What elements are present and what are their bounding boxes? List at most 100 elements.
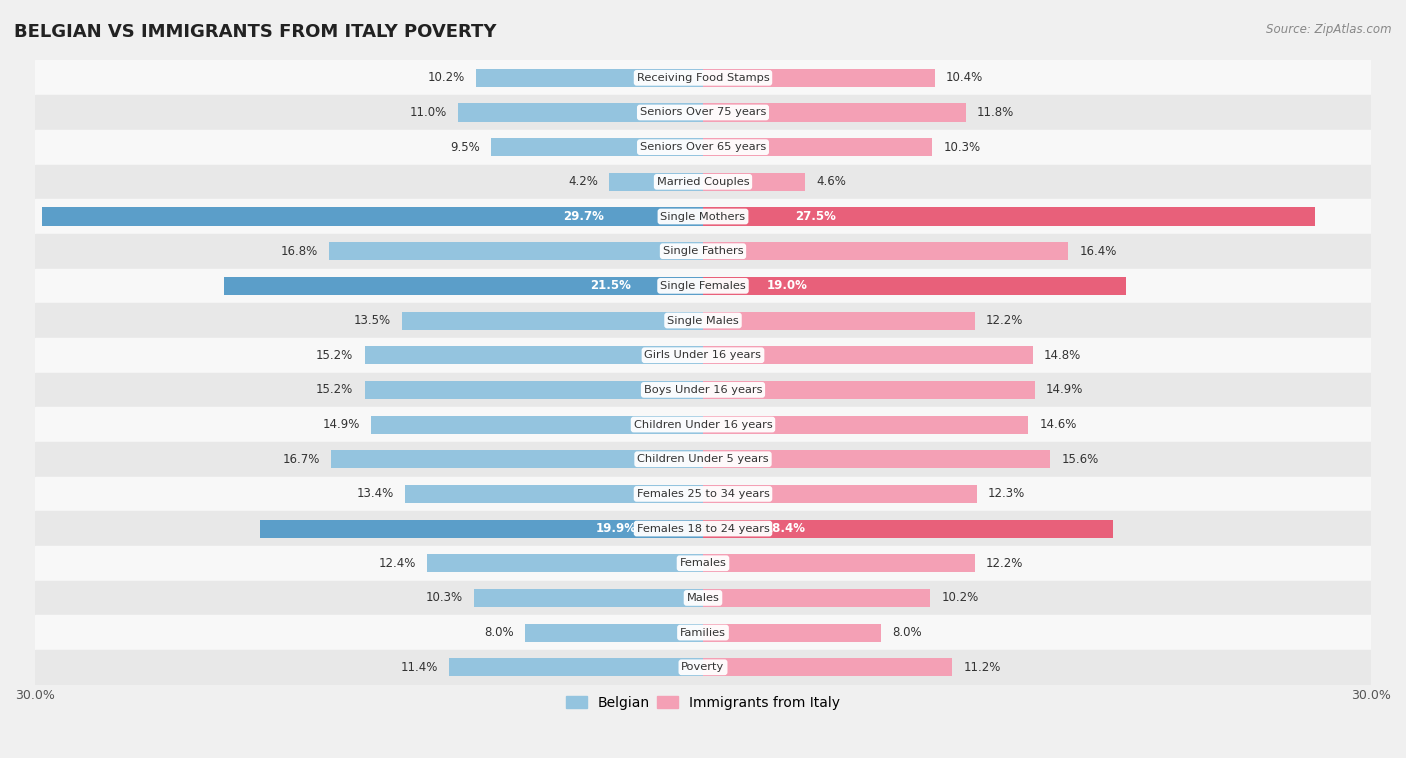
Bar <box>260 519 703 537</box>
Bar <box>329 242 703 260</box>
Text: 8.0%: 8.0% <box>893 626 922 639</box>
Bar <box>42 208 703 226</box>
Bar <box>703 624 882 641</box>
Text: 18.4%: 18.4% <box>765 522 806 535</box>
Bar <box>35 407 1371 442</box>
Text: Children Under 5 years: Children Under 5 years <box>637 454 769 464</box>
Legend: Belgian, Immigrants from Italy: Belgian, Immigrants from Italy <box>561 690 845 715</box>
Bar <box>703 415 1028 434</box>
Bar <box>405 485 703 503</box>
Bar <box>35 615 1371 650</box>
Bar <box>35 511 1371 546</box>
Bar <box>364 346 703 365</box>
Bar <box>35 130 1371 164</box>
Text: 8.0%: 8.0% <box>484 626 513 639</box>
Text: 4.6%: 4.6% <box>817 175 846 188</box>
Bar <box>458 104 703 121</box>
Bar <box>492 138 703 156</box>
Bar <box>524 624 703 641</box>
Text: 19.9%: 19.9% <box>596 522 637 535</box>
Text: Single Males: Single Males <box>666 315 740 325</box>
Bar <box>35 338 1371 372</box>
Text: Boys Under 16 years: Boys Under 16 years <box>644 385 762 395</box>
Bar <box>703 312 974 330</box>
Bar <box>703 554 974 572</box>
Bar <box>35 477 1371 511</box>
Text: 13.4%: 13.4% <box>356 487 394 500</box>
Text: 14.9%: 14.9% <box>323 418 360 431</box>
Text: Source: ZipAtlas.com: Source: ZipAtlas.com <box>1267 23 1392 36</box>
Bar <box>703 346 1032 365</box>
Bar <box>35 164 1371 199</box>
Text: Children Under 16 years: Children Under 16 years <box>634 419 772 430</box>
Bar <box>703 173 806 191</box>
Text: 9.5%: 9.5% <box>450 141 481 154</box>
Bar <box>703 138 932 156</box>
Bar <box>703 381 1035 399</box>
Text: 19.0%: 19.0% <box>766 280 807 293</box>
Text: 11.8%: 11.8% <box>977 106 1014 119</box>
Text: 12.4%: 12.4% <box>378 556 416 570</box>
Bar <box>402 312 703 330</box>
Bar <box>224 277 703 295</box>
Text: 12.2%: 12.2% <box>986 556 1024 570</box>
Text: 15.6%: 15.6% <box>1062 453 1098 465</box>
Bar <box>35 442 1371 477</box>
Text: Seniors Over 75 years: Seniors Over 75 years <box>640 108 766 117</box>
Text: 11.2%: 11.2% <box>963 661 1001 674</box>
Text: Receiving Food Stamps: Receiving Food Stamps <box>637 73 769 83</box>
Bar <box>364 381 703 399</box>
Bar <box>703 277 1126 295</box>
Bar <box>703 104 966 121</box>
Bar <box>35 61 1371 96</box>
Text: 11.0%: 11.0% <box>409 106 447 119</box>
Bar <box>35 234 1371 268</box>
Bar <box>35 650 1371 684</box>
Text: Families: Families <box>681 628 725 637</box>
Bar <box>35 303 1371 338</box>
Bar <box>703 69 935 87</box>
Text: Females: Females <box>679 558 727 568</box>
Text: 10.3%: 10.3% <box>426 591 463 604</box>
Text: Females 25 to 34 years: Females 25 to 34 years <box>637 489 769 499</box>
Text: 12.2%: 12.2% <box>986 314 1024 327</box>
Text: 10.3%: 10.3% <box>943 141 980 154</box>
Bar <box>703 519 1112 537</box>
Text: Males: Males <box>686 593 720 603</box>
Text: BELGIAN VS IMMIGRANTS FROM ITALY POVERTY: BELGIAN VS IMMIGRANTS FROM ITALY POVERTY <box>14 23 496 41</box>
Text: 16.7%: 16.7% <box>283 453 321 465</box>
Bar <box>449 658 703 676</box>
Text: 14.8%: 14.8% <box>1043 349 1081 362</box>
Bar <box>474 589 703 607</box>
Text: 14.6%: 14.6% <box>1039 418 1077 431</box>
Text: 15.2%: 15.2% <box>316 384 353 396</box>
Bar <box>703 450 1050 468</box>
Bar <box>35 268 1371 303</box>
Bar <box>475 69 703 87</box>
Text: 4.2%: 4.2% <box>568 175 599 188</box>
Bar <box>330 450 703 468</box>
Bar <box>371 415 703 434</box>
Text: 10.4%: 10.4% <box>946 71 983 84</box>
Text: Single Females: Single Females <box>661 281 745 291</box>
Text: Seniors Over 65 years: Seniors Over 65 years <box>640 143 766 152</box>
Text: 13.5%: 13.5% <box>354 314 391 327</box>
Bar <box>703 208 1316 226</box>
Text: Married Couples: Married Couples <box>657 177 749 186</box>
Text: 27.5%: 27.5% <box>794 210 835 223</box>
Bar <box>609 173 703 191</box>
Text: 15.2%: 15.2% <box>316 349 353 362</box>
Bar <box>703 485 977 503</box>
Bar <box>703 242 1069 260</box>
Bar <box>35 546 1371 581</box>
Text: 10.2%: 10.2% <box>427 71 465 84</box>
Text: 10.2%: 10.2% <box>941 591 979 604</box>
Text: Single Fathers: Single Fathers <box>662 246 744 256</box>
Text: 14.9%: 14.9% <box>1046 384 1083 396</box>
Bar <box>35 581 1371 615</box>
Bar <box>703 589 931 607</box>
Bar <box>427 554 703 572</box>
Text: 12.3%: 12.3% <box>988 487 1025 500</box>
Text: Females 18 to 24 years: Females 18 to 24 years <box>637 524 769 534</box>
Text: Single Mothers: Single Mothers <box>661 211 745 221</box>
